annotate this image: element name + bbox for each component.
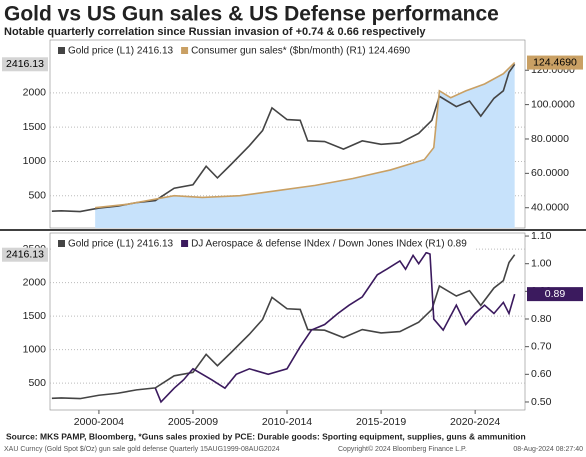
legend: Gold price (L1) 2416.13 Consumer gun sale…	[52, 43, 419, 59]
footer-info: XAU Curncy (Gold Spot $/Oz) gun sale gol…	[4, 446, 280, 453]
y2-tick-label: 1.00	[531, 257, 552, 269]
y2-tick-label: 60.0000	[531, 167, 569, 179]
last-value-box	[527, 55, 583, 70]
legend-label: Gold price (L1) 2416.13	[68, 46, 174, 57]
y-tick-label: 500	[28, 190, 46, 202]
legend-label: Consumer gun sales* ($bn/month) (R1) 124…	[191, 46, 410, 57]
line	[51, 254, 516, 400]
y2-tick-label: 0.70	[531, 340, 552, 352]
legend: Gold price (L1) 2416.13 DJ Aerospace & de…	[52, 236, 475, 252]
legend-swatch	[58, 240, 65, 247]
y2-tick-label: 100.0000	[531, 98, 575, 110]
y2-tick-label: 1.10	[531, 230, 552, 242]
y-tick-label: 2000	[23, 276, 47, 288]
last-value-box	[2, 57, 48, 72]
y2-tick-label: 0.50	[531, 396, 552, 408]
chart-subtitle: Notable quarterly correlation since Russ…	[4, 26, 426, 38]
last-value-label: 2416.13	[6, 248, 44, 260]
last-value-label: 2416.13	[6, 58, 44, 70]
legend-background	[52, 236, 475, 252]
line	[154, 251, 516, 404]
y2-tick-label: 40.0000	[531, 202, 569, 214]
x-tick-label: 2000-2004	[74, 416, 124, 428]
last-value-label: 0.89	[545, 288, 566, 300]
y-tick-label: 500	[28, 377, 46, 389]
y-tick-label: 1500	[23, 121, 47, 133]
y-tick-label: 1000	[23, 343, 47, 355]
y-tick-label: 2000	[23, 87, 47, 99]
x-tick-label: 2015-2019	[356, 416, 406, 428]
y-tick-label: 1500	[23, 310, 47, 322]
y2-tick-label: 0.80	[531, 313, 552, 325]
last-value-box	[2, 247, 48, 262]
last-value-label: 124.4690	[533, 56, 577, 68]
area	[95, 62, 515, 228]
last-value-box	[527, 287, 583, 302]
line	[95, 61, 516, 209]
legend-swatch	[181, 240, 189, 247]
y2-tick-label: 0.60	[531, 368, 552, 380]
legend-background	[52, 43, 419, 59]
legend-label: Gold price (L1) 2416.13	[68, 239, 174, 250]
legend-label: DJ Aerospace & defense INdex / Down Jone…	[191, 239, 467, 250]
legend-swatch	[181, 47, 189, 54]
chart-title: Gold vs US Gun sales & US Defense perfor…	[4, 3, 499, 26]
y-tick-label: 1000	[23, 155, 47, 167]
legend-swatch	[58, 47, 65, 54]
x-tick-label: 2020-2024	[450, 416, 500, 428]
footer-timestamp: 08-Aug-2024 08:27:40	[513, 446, 583, 453]
x-tick-label: 2005-2009	[168, 416, 218, 428]
footer-copyright: Copyright© 2024 Bloomberg Finance L.P.	[338, 445, 467, 453]
x-tick-label: 2010-2014	[262, 416, 312, 428]
y2-tick-label: 80.0000	[531, 133, 569, 145]
source-note: Source: MKS PAMP, Bloomberg, *Guns sales…	[6, 431, 526, 441]
